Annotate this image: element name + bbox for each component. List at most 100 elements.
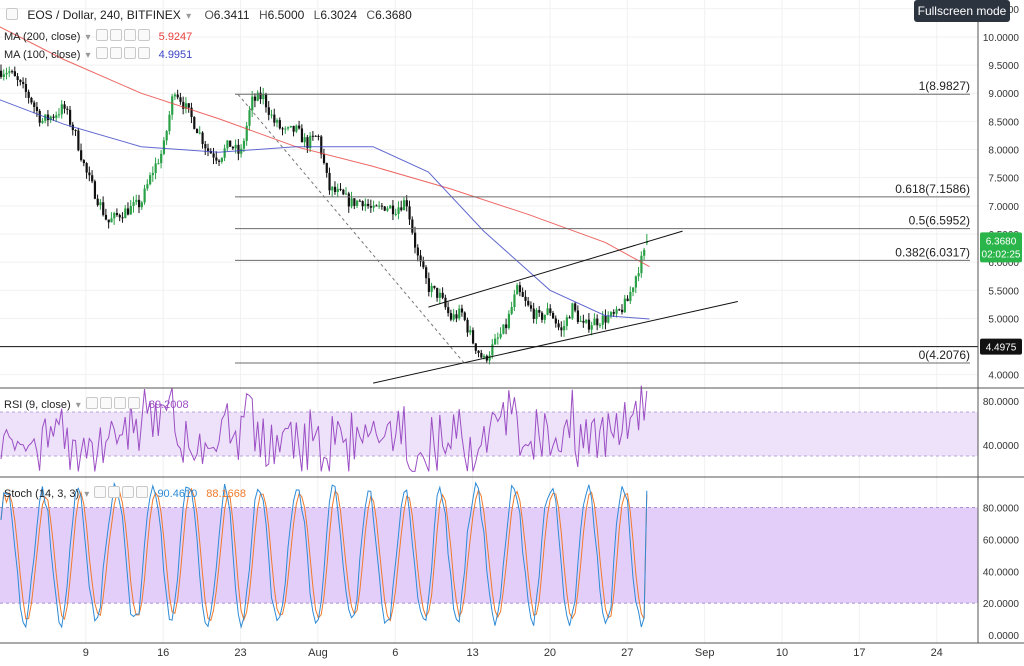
candle-body xyxy=(52,116,55,118)
candle-body xyxy=(460,308,464,313)
candle-body xyxy=(226,140,229,149)
candle-body xyxy=(253,96,257,101)
close-icon[interactable] xyxy=(136,486,149,498)
candle-body xyxy=(284,128,287,130)
visibility-icon[interactable] xyxy=(85,397,98,409)
ma200-legend[interactable]: MA (200, close) ▾ 5.9247 xyxy=(4,29,192,43)
collapse-icon[interactable] xyxy=(6,8,18,20)
price-tick-label: 7.5000 xyxy=(988,174,1019,185)
candle-body xyxy=(438,292,442,298)
stoch-k-line xyxy=(0,481,648,629)
candle-body xyxy=(579,320,582,322)
candle-body xyxy=(640,255,643,274)
candle-body xyxy=(483,355,486,358)
chevron-down-icon[interactable]: ▾ xyxy=(85,50,91,61)
candle-body xyxy=(322,154,326,163)
line-price-label: 4.4975 xyxy=(986,343,1017,354)
candle-body xyxy=(331,186,334,191)
candle-body xyxy=(190,107,193,118)
settings-icon[interactable] xyxy=(109,47,122,59)
price-tick-label: 10.0000 xyxy=(983,33,1020,44)
more-icon[interactable] xyxy=(122,486,135,498)
chevron-down-icon[interactable]: ▾ xyxy=(85,32,91,43)
candle-body xyxy=(146,184,149,189)
candle-body xyxy=(57,114,61,116)
close-icon[interactable] xyxy=(137,29,150,41)
candle-body xyxy=(171,96,174,115)
candle-body xyxy=(60,104,63,115)
candle-body xyxy=(207,148,210,151)
candle-body xyxy=(110,218,113,223)
symbol-legend[interactable]: EOS / Dollar, 240, BITFINEX ▾ O6.3411 H6… xyxy=(4,8,412,22)
close-icon[interactable] xyxy=(127,397,140,409)
settings-icon[interactable] xyxy=(108,486,121,498)
candle-body xyxy=(582,320,585,323)
stoch-d-value: 88.1668 xyxy=(206,488,247,500)
more-icon[interactable] xyxy=(123,47,136,59)
price-tick-label: 5.0000 xyxy=(988,314,1019,325)
stoch-legend[interactable]: Stoch (14, 3, 3) ▾ 90.4610 88.1668 xyxy=(4,486,246,500)
candle-body xyxy=(397,207,400,214)
visibility-icon[interactable] xyxy=(95,29,108,41)
candle-body xyxy=(554,318,557,324)
close-icon[interactable] xyxy=(137,47,150,59)
candle-body xyxy=(201,132,204,145)
rsi-legend[interactable]: RSI (9, close) ▾ 89.2008 xyxy=(4,397,189,411)
candle-body xyxy=(240,148,243,154)
date-tick-label: 24 xyxy=(931,647,943,659)
candle-body xyxy=(521,292,524,297)
settings-icon[interactable] xyxy=(109,29,122,41)
candle-body xyxy=(422,261,425,268)
candle-body xyxy=(96,198,99,206)
candle-body xyxy=(113,213,116,219)
candle-body xyxy=(568,317,571,319)
price-tick-label: 8.0000 xyxy=(988,146,1019,157)
channel-upper-line xyxy=(428,230,683,308)
candle-body xyxy=(234,144,237,149)
more-icon[interactable] xyxy=(123,29,136,41)
ma100-label: MA (100, close) xyxy=(4,49,81,61)
candle-body xyxy=(540,312,544,320)
candle-body xyxy=(339,188,342,190)
candle-body xyxy=(33,102,36,107)
candle-body xyxy=(391,205,395,215)
candle-body xyxy=(643,249,646,256)
fullscreen-button[interactable]: Fullscreen mode xyxy=(914,0,1010,22)
candle-body xyxy=(11,71,14,73)
candle-body xyxy=(347,193,350,207)
candle-body xyxy=(607,316,610,323)
stoch-tick-label: 80.0000 xyxy=(983,504,1020,515)
candle-body xyxy=(411,219,414,233)
candle-body xyxy=(386,208,389,211)
fib-level-label: 0(4.2076) xyxy=(919,348,970,362)
chevron-down-icon[interactable]: ▾ xyxy=(75,400,81,411)
fib-level-label: 1(8.9827) xyxy=(919,79,970,93)
candle-body xyxy=(430,285,433,292)
candle-body xyxy=(16,76,19,80)
visibility-icon[interactable] xyxy=(94,486,107,498)
candle-body xyxy=(91,175,94,182)
candle-body xyxy=(535,309,538,319)
stoch-tick-label: 0.0000 xyxy=(988,631,1019,642)
chevron-down-icon[interactable]: ▾ xyxy=(186,11,192,22)
candle-body xyxy=(218,160,221,162)
candle-body xyxy=(24,84,28,92)
candle-body xyxy=(168,114,171,132)
visibility-icon[interactable] xyxy=(95,47,108,59)
stoch-tick-label: 60.0000 xyxy=(983,535,1020,546)
ma100-legend[interactable]: MA (100, close) ▾ 4.9951 xyxy=(4,47,192,61)
candle-body xyxy=(74,130,77,132)
settings-icon[interactable] xyxy=(99,397,112,409)
candle-body xyxy=(507,313,511,329)
candle-body xyxy=(276,120,279,123)
date-tick-label: Sep xyxy=(695,647,715,659)
candle-body xyxy=(574,303,577,311)
last-price-badge xyxy=(980,232,1022,263)
fib-level-label: 0.618(7.1586) xyxy=(895,182,970,196)
more-icon[interactable] xyxy=(113,397,126,409)
candle-body xyxy=(215,157,218,161)
chevron-down-icon[interactable]: ▾ xyxy=(84,489,90,500)
candle-body xyxy=(615,309,618,314)
ma100-value: 4.9951 xyxy=(158,49,193,61)
